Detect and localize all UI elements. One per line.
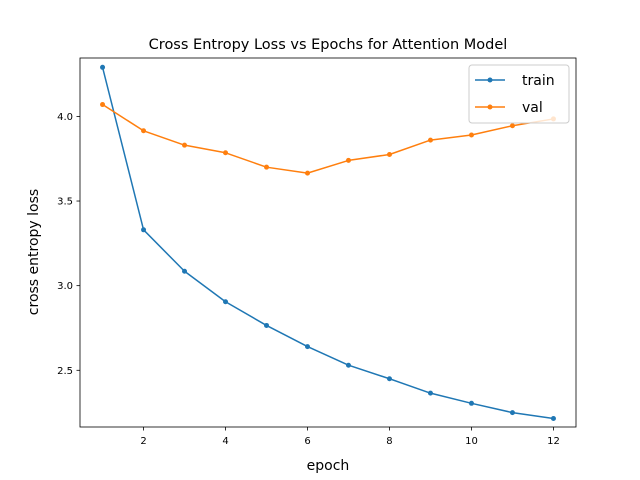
plot-area: 2 4 6 8 10 12 2.5 3.0 3.5 4.0 xyxy=(57,57,577,447)
series-0-point-2 xyxy=(182,268,188,274)
y-tick-label-1: 3.0 xyxy=(57,281,73,292)
legend-label-1: val xyxy=(522,100,543,116)
series-line-0 xyxy=(101,67,554,420)
series-1-point-7 xyxy=(386,151,392,157)
series-1-point-1 xyxy=(141,128,147,134)
axes-frame xyxy=(79,57,577,428)
series-0-point-3 xyxy=(223,299,229,305)
legend-marker-0 xyxy=(487,77,493,83)
series-0-point-10 xyxy=(509,410,515,416)
series-1-point-3 xyxy=(223,150,229,156)
x-tick-label-1: 4 xyxy=(222,436,228,447)
legend-label-0: train xyxy=(522,73,555,89)
x-tick-label-4: 10 xyxy=(465,436,478,447)
legend: train val xyxy=(468,64,570,124)
series-1-point-9 xyxy=(468,132,474,138)
chart-title: Cross Entropy Loss vs Epochs for Attenti… xyxy=(149,37,508,53)
series-0-point-6 xyxy=(345,362,351,368)
series-0-point-4 xyxy=(264,322,270,328)
x-axis-label: epoch xyxy=(307,458,350,474)
series-1-point-10 xyxy=(509,123,515,129)
y-tick-label-2: 3.5 xyxy=(57,197,73,208)
series-0-point-1 xyxy=(141,227,147,233)
x-tick-label-3: 8 xyxy=(386,436,392,447)
legend-marker-1 xyxy=(487,104,493,110)
series-0-point-9 xyxy=(468,400,474,406)
series-1-point-2 xyxy=(182,142,188,148)
series-0-point-11 xyxy=(550,416,556,422)
y-axis-label: cross entropy loss xyxy=(26,189,42,315)
series-0-point-5 xyxy=(305,344,311,350)
series-1-point-0 xyxy=(100,102,106,108)
series-0-point-0 xyxy=(100,64,106,70)
y-tick-label-0: 2.5 xyxy=(57,366,73,377)
series-1-point-5 xyxy=(305,170,311,176)
series-1-point-6 xyxy=(345,157,351,163)
series-0-point-8 xyxy=(427,390,433,396)
x-tick-label-5: 12 xyxy=(547,436,560,447)
x-tick-label-0: 2 xyxy=(140,436,146,447)
y-tick-label-3: 4.0 xyxy=(57,112,73,123)
series-0-point-7 xyxy=(386,376,392,382)
series-1-point-4 xyxy=(264,164,270,170)
x-tick-label-2: 6 xyxy=(304,436,310,447)
series-line-1 xyxy=(102,103,554,174)
series-1-point-8 xyxy=(427,137,433,143)
